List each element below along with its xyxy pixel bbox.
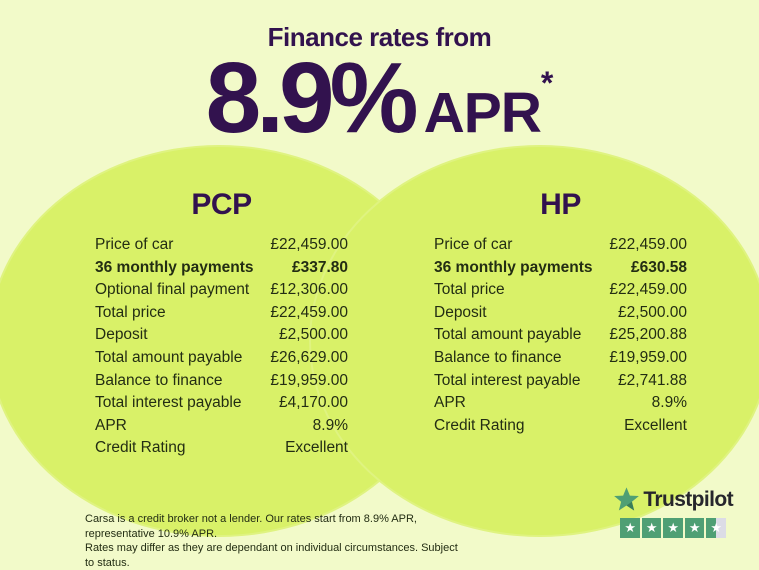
apr-asterisk: *: [540, 65, 554, 101]
disclaimer-line-1: Carsa is a credit broker not a lender. O…: [85, 513, 417, 540]
row-label: Deposit: [95, 326, 148, 344]
star-icon: ★: [645, 520, 658, 536]
banner-title: Finance rates from: [267, 22, 492, 52]
finance-row: Credit Rating Excellent: [95, 439, 348, 462]
row-label: 36 monthly payments: [95, 258, 254, 276]
row-value: 8.9%: [312, 416, 348, 434]
finance-row: Price of car £22,459.00: [95, 236, 348, 259]
row-value: £22,459.00: [270, 236, 348, 253]
star-icon: ★: [710, 520, 722, 536]
finance-row: Optional final payment £12,306.00: [95, 281, 348, 304]
finance-row: Total amount payable £26,629.00: [95, 349, 348, 372]
trustpilot-rating-stars: ★ ★ ★ ★ ★: [613, 518, 733, 538]
finance-row: Total price £22,459.00: [434, 281, 687, 304]
hp-table: Price of car £22,459.00 36 monthly payment…: [434, 236, 687, 439]
pcp-title: PCP: [191, 188, 252, 221]
finance-row: Total amount payable £25,200.88: [434, 326, 687, 349]
finance-row: Total interest payable £4,170.00: [95, 394, 348, 417]
row-label: APR: [434, 394, 466, 412]
row-label: Price of car: [95, 236, 174, 253]
finance-row: Balance to finance £19,959.00: [434, 349, 687, 372]
row-label: Deposit: [434, 303, 487, 321]
finance-row: Deposit £2,500.00: [95, 326, 348, 349]
row-label: Total interest payable: [95, 394, 242, 412]
row-value: £2,500.00: [618, 303, 687, 321]
finance-row: Credit Rating Excellent: [434, 417, 687, 440]
rating-star-box: ★: [684, 518, 705, 538]
disclaimer-text: Carsa is a credit broker not a lender. O…: [85, 512, 465, 570]
hp-column: HP Price of car £22,459.00 36 monthly paym…: [434, 188, 687, 439]
trustpilot-star-icon: [613, 486, 640, 513]
trustpilot-logo: Trustpilot: [613, 486, 734, 513]
row-value: Excellent: [624, 416, 687, 434]
star-icon: ★: [624, 520, 636, 536]
star-icon: ★: [667, 520, 679, 536]
row-value: £4,170.00: [279, 394, 348, 412]
row-value: £19,959.00: [609, 348, 687, 366]
row-value: £2,741.88: [618, 371, 687, 389]
star-icon: ★: [688, 520, 701, 536]
row-label: Total amount payable: [434, 326, 582, 344]
rating-star-box: ★: [663, 518, 683, 538]
row-value: £25,200.88: [609, 326, 687, 344]
row-value: £337.80: [291, 258, 348, 276]
finance-row: Deposit £2,500.00: [434, 304, 687, 327]
hp-title: HP: [540, 188, 581, 221]
finance-row: Balance to finance £19,959.00: [95, 372, 348, 395]
pcp-table: Price of car £22,459.00 36 monthly payment…: [95, 236, 348, 462]
row-label: Price of car: [434, 236, 513, 253]
row-value: £630.58: [630, 258, 687, 276]
pcp-column: PCP Price of car £22,459.00 36 monthly pay…: [95, 188, 348, 462]
trustpilot-wordmark: Trustpilot: [643, 487, 733, 511]
finance-row: Total price £22,459.00: [95, 304, 348, 327]
row-value: Excellent: [285, 439, 348, 457]
row-label: APR: [95, 416, 127, 434]
rating-star-box: ★: [620, 518, 640, 538]
row-label: Total amount payable: [95, 348, 243, 366]
row-value: £12,306.00: [270, 281, 348, 299]
finance-row: APR 8.9%: [95, 417, 348, 440]
row-value: £22,459.00: [609, 236, 687, 253]
apr-rate-label: APR: [423, 81, 542, 145]
row-value: £22,459.00: [609, 281, 687, 299]
row-label: 36 monthly payments: [434, 258, 593, 276]
rating-star-box: ★: [641, 518, 662, 538]
row-label: Balance to finance: [434, 348, 562, 366]
disclaimer-line-2: Rates may differ as they are dependant o…: [85, 542, 458, 569]
row-value: £2,500.00: [279, 326, 348, 344]
finance-row: APR 8.9%: [434, 394, 687, 417]
row-value: 8.9%: [651, 394, 687, 412]
trustpilot-widget: Trustpilot ★ ★ ★ ★ ★: [613, 486, 734, 538]
rating-star-box: ★: [706, 518, 726, 538]
row-label: Credit Rating: [434, 416, 525, 434]
row-label: Credit Rating: [95, 439, 186, 457]
finance-row: 36 monthly payments £630.58: [434, 259, 687, 282]
background-circle-right: [309, 145, 759, 537]
row-value: £19,959.00: [270, 371, 348, 389]
finance-row: Total interest payable £2,741.88: [434, 372, 687, 395]
row-value: £22,459.00: [270, 303, 348, 321]
finance-row: Price of car £22,459.00: [434, 236, 687, 259]
finance-row: 36 monthly payments £337.80: [95, 259, 348, 282]
row-label: Total price: [95, 303, 166, 321]
row-label: Optional final payment: [95, 281, 250, 299]
row-value: £26,629.00: [270, 348, 348, 366]
row-label: Total interest payable: [434, 371, 581, 389]
apr-headline: 8.9% APR *: [0, 48, 759, 148]
row-label: Balance to finance: [95, 371, 223, 389]
apr-rate-value: 8.9%: [205, 42, 419, 154]
row-label: Total price: [434, 281, 505, 299]
